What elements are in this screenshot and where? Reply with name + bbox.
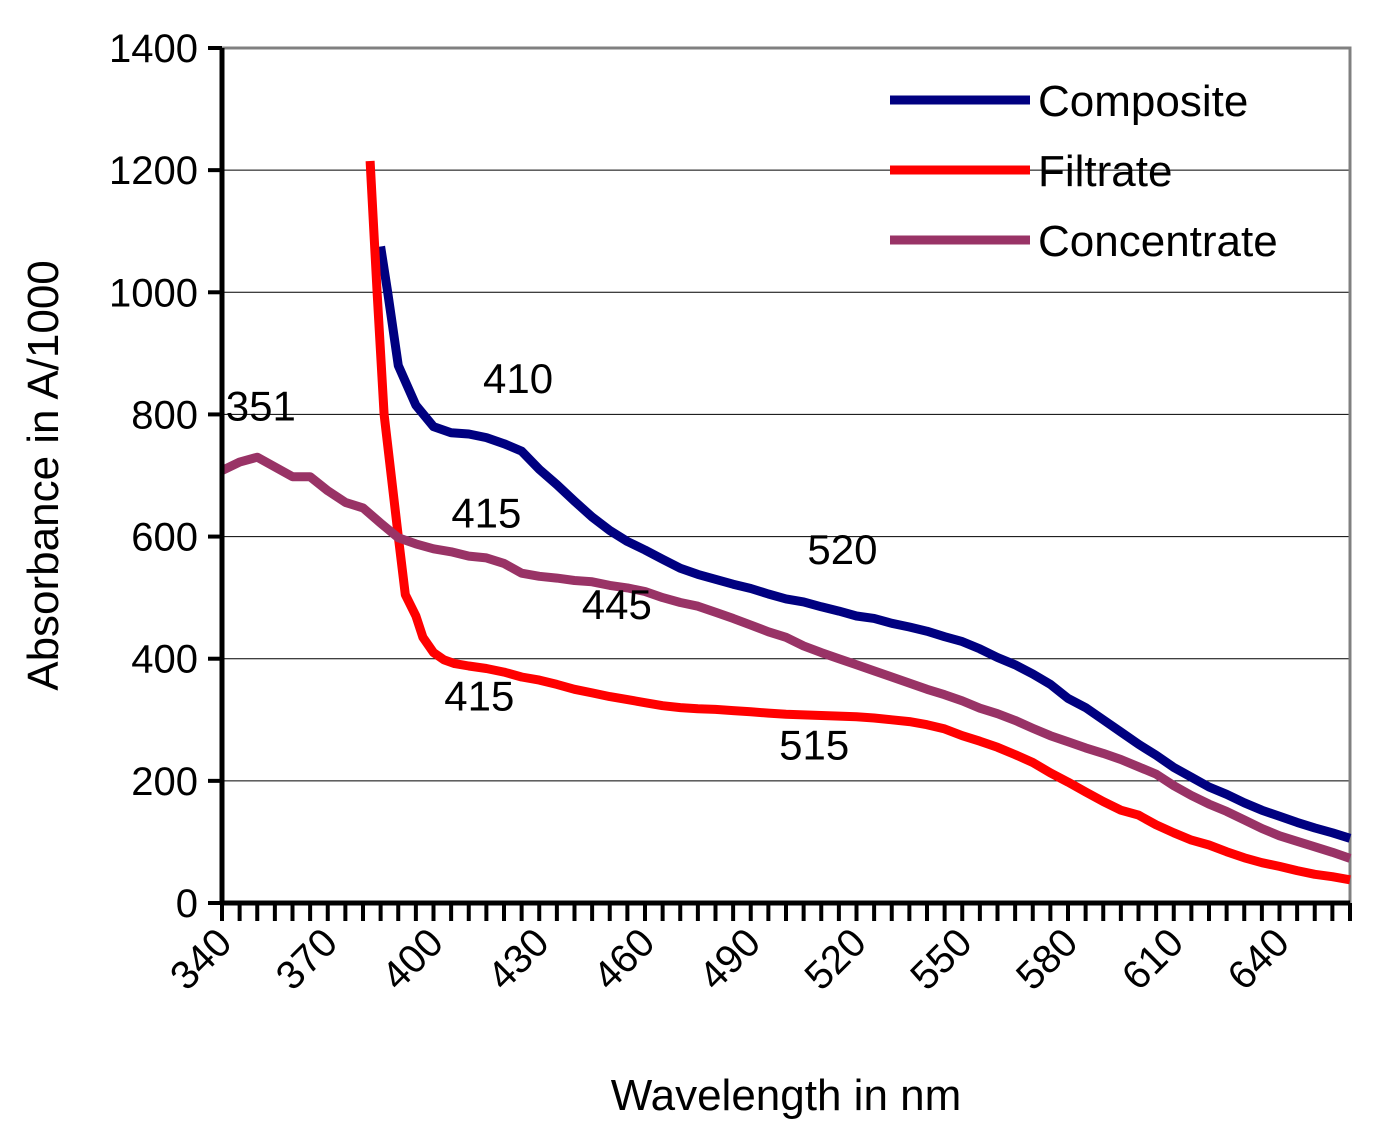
y-tick-label: 400 bbox=[131, 638, 198, 682]
peak-annotation: 351 bbox=[226, 383, 296, 430]
peak-annotation: 515 bbox=[779, 721, 849, 768]
x-axis-title: Wavelength in nm bbox=[611, 1071, 962, 1120]
y-axis-title: Absorbance in A/1000 bbox=[19, 260, 68, 691]
y-axis-ticks: 0 200 400 600 800 1000 1200 1400 bbox=[109, 27, 222, 926]
peak-annotation: 415 bbox=[444, 673, 514, 720]
series-line-composite bbox=[376, 245, 1352, 843]
legend: Composite Filtrate Concentrate bbox=[890, 77, 1278, 266]
y-tick-label: 1400 bbox=[109, 27, 198, 71]
peak-annotation: 520 bbox=[807, 526, 877, 573]
legend-label: Concentrate bbox=[1038, 217, 1278, 266]
y-tick-label: 800 bbox=[131, 393, 198, 437]
gridlines bbox=[222, 169, 1350, 782]
y-tick-label: 200 bbox=[131, 760, 198, 804]
series-line-concentrate bbox=[220, 452, 1352, 863]
series-line-filtrate bbox=[365, 160, 1351, 885]
y-tick-label: 1000 bbox=[109, 271, 198, 315]
annotations: 351 410 415 520 445 415 515 bbox=[226, 355, 878, 768]
legend-label: Filtrate bbox=[1038, 147, 1172, 196]
peak-annotation: 410 bbox=[483, 355, 553, 402]
y-tick-label: 1200 bbox=[109, 149, 198, 193]
y-tick-label: 600 bbox=[131, 516, 198, 560]
y-tick-label: 0 bbox=[176, 882, 198, 926]
peak-annotation: 415 bbox=[451, 489, 521, 536]
series-layer bbox=[220, 160, 1352, 885]
legend-label: Composite bbox=[1038, 77, 1248, 126]
peak-annotation: 445 bbox=[582, 581, 652, 628]
